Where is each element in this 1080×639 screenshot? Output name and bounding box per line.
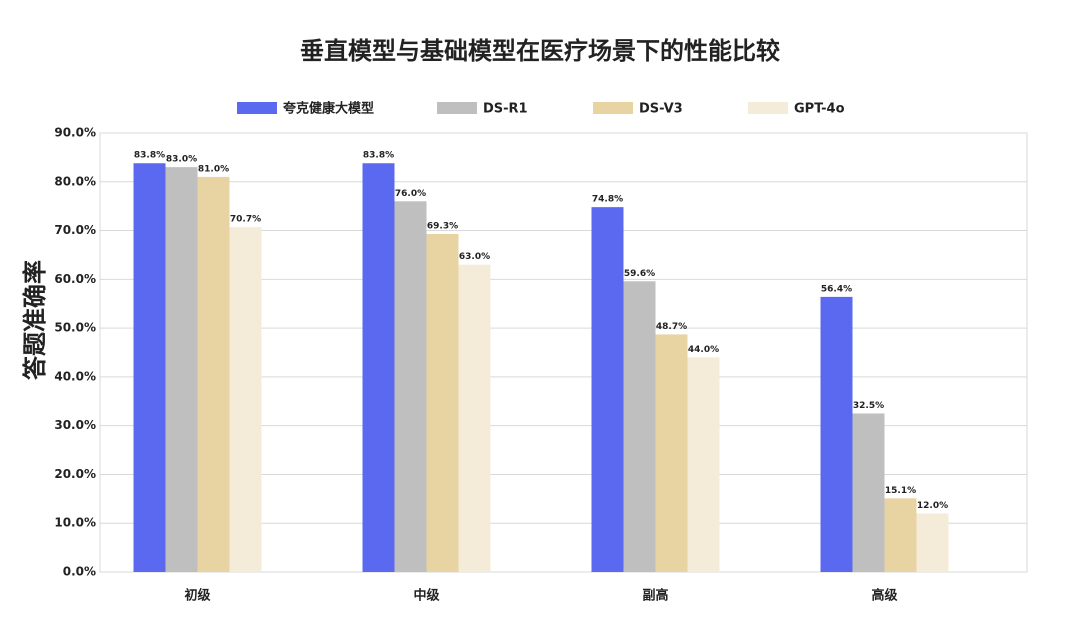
y-tick-label: 20.0%: [54, 467, 96, 481]
bar: [133, 163, 166, 572]
x-tick-label: 中级: [413, 588, 440, 604]
y-tick-label: 90.0%: [54, 126, 96, 140]
y-tick-label: 70.0%: [54, 223, 96, 237]
value-label: 83.8%: [134, 151, 165, 161]
x-tick-label: 副高: [642, 588, 668, 604]
value-label: 63.0%: [459, 252, 490, 262]
bar: [394, 201, 427, 573]
bar: [820, 296, 853, 572]
value-label: 74.8%: [592, 195, 623, 205]
chart-title: 垂直模型与基础模型在医疗场景下的性能比较: [300, 37, 780, 65]
bar: [655, 334, 688, 572]
value-label: 15.1%: [885, 486, 916, 496]
y-tick-label: 50.0%: [54, 321, 96, 335]
bar: [426, 233, 459, 572]
x-tick-label: 高级: [871, 588, 898, 604]
bar: [623, 281, 656, 572]
value-label: 12.0%: [917, 501, 948, 511]
bar: [197, 176, 230, 572]
value-label: 83.8%: [363, 151, 394, 161]
value-label: 48.7%: [656, 322, 687, 332]
legend-label: GPT-4o: [794, 102, 845, 117]
y-tick-label: 60.0%: [54, 272, 96, 286]
bar: [229, 227, 262, 572]
y-tick-label: 30.0%: [54, 418, 96, 432]
legend-swatch: [748, 102, 788, 114]
y-tick-label: 80.0%: [54, 174, 96, 188]
y-tick-label: 10.0%: [54, 516, 96, 530]
bar: [852, 413, 885, 572]
y-axis-title: 答题准确率: [21, 260, 49, 380]
value-label: 59.6%: [624, 269, 655, 279]
bar: [916, 513, 949, 572]
bar: [165, 167, 198, 572]
legend-swatch: [237, 102, 277, 114]
value-label: 32.5%: [853, 401, 884, 411]
plot-frame: [99, 132, 1028, 573]
legend-label: 夸克健康大模型: [283, 101, 374, 117]
value-label: 81.0%: [198, 164, 229, 174]
legend-swatch: [437, 102, 477, 114]
value-label: 56.4%: [821, 284, 852, 294]
value-label: 76.0%: [395, 189, 426, 199]
bar: [687, 357, 720, 572]
legend-swatch: [593, 102, 633, 114]
y-tick-label: 0.0%: [63, 565, 96, 579]
y-tick-label: 40.0%: [54, 369, 96, 383]
bar: [591, 207, 624, 573]
bar: [458, 264, 491, 572]
value-label: 44.0%: [688, 345, 719, 355]
value-label: 83.0%: [166, 155, 197, 165]
legend-label: DS-V3: [639, 102, 683, 117]
value-label: 69.3%: [427, 221, 458, 231]
bar: [362, 163, 395, 572]
x-tick-label: 初级: [184, 588, 211, 604]
bar: [884, 498, 917, 572]
value-label: 70.7%: [230, 215, 261, 225]
legend-label: DS-R1: [483, 102, 528, 117]
